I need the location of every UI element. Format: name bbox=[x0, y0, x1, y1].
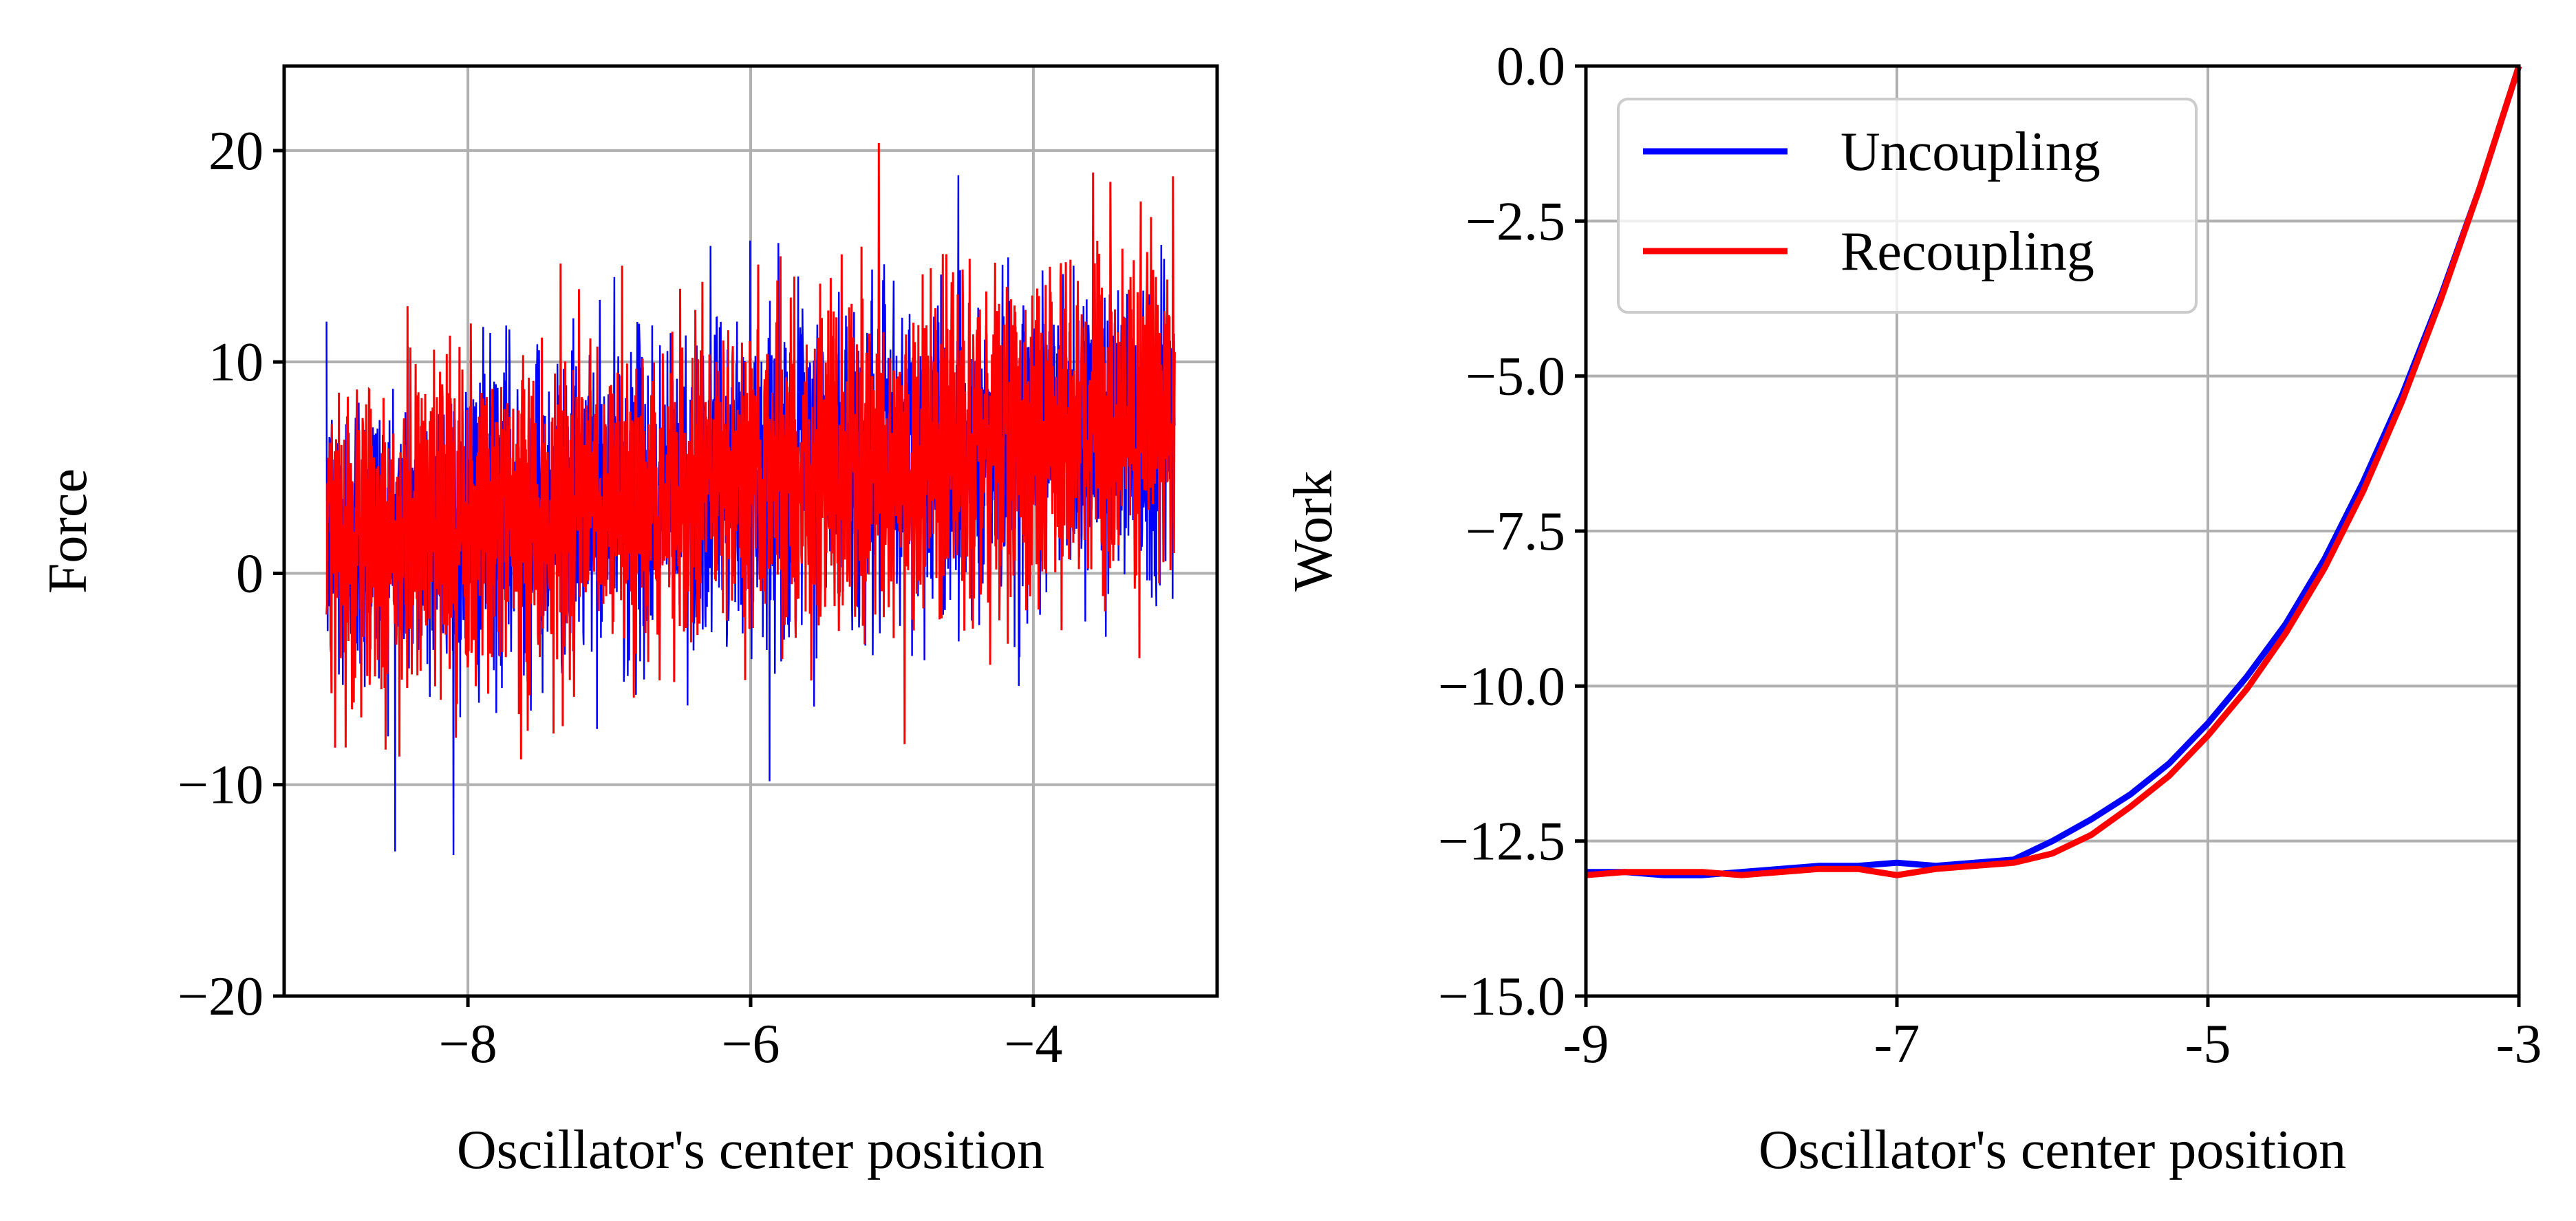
y-tick-label: −12.5 bbox=[1438, 812, 1565, 872]
y-tick-label: −20 bbox=[178, 966, 264, 1027]
x-tick-label: −4 bbox=[1004, 1014, 1062, 1074]
work-y-axis-label: Work bbox=[1283, 471, 1344, 592]
force-ticks: −8 −6 −4 −20 −10 0 10 20 bbox=[178, 121, 1063, 1074]
y-tick-label: 10 bbox=[208, 332, 264, 393]
work-series-group bbox=[1585, 65, 2522, 878]
work-series-recoupling bbox=[1585, 65, 2522, 878]
force-x-axis-label: Oscillator's center position bbox=[457, 1120, 1044, 1180]
y-tick-label: 0 bbox=[236, 543, 264, 604]
x-tick-label: -3 bbox=[2496, 1014, 2542, 1074]
force-series-recoupling bbox=[325, 142, 1176, 760]
y-tick-label: −7.5 bbox=[1466, 501, 1565, 562]
y-tick-label: 0.0 bbox=[1496, 36, 1565, 97]
y-tick-label: −15.0 bbox=[1438, 966, 1565, 1027]
legend-label-recoupling: Recoupling bbox=[1840, 221, 2094, 282]
x-tick-label: -9 bbox=[1563, 1014, 1609, 1074]
legend-label-uncoupling: Uncoupling bbox=[1840, 122, 2101, 182]
y-tick-label: −10.0 bbox=[1438, 656, 1565, 717]
work-x-axis-label: Oscillator's center position bbox=[1759, 1120, 2346, 1180]
y-tick-label: −10 bbox=[178, 755, 264, 816]
x-tick-label: −6 bbox=[721, 1014, 780, 1074]
x-tick-label: −8 bbox=[439, 1014, 497, 1074]
force-chart: −8 −6 −4 −20 −10 0 10 20 Oscillator's center po… bbox=[38, 64, 1219, 1180]
y-tick-label: 20 bbox=[208, 121, 264, 182]
work-legend: Uncoupling Recoupling bbox=[1617, 98, 2198, 314]
force-y-axis-label: Force bbox=[38, 468, 98, 594]
x-tick-label: -5 bbox=[2185, 1014, 2231, 1074]
y-tick-label: −5.0 bbox=[1466, 347, 1565, 407]
force-series-group bbox=[325, 142, 1176, 856]
y-tick-label: −2.5 bbox=[1466, 191, 1565, 252]
work-chart: -9 -7 -5 -3 −15.0 −12.5 −10.0 −7.5 −5.0 −2.5 0.0 O… bbox=[1283, 36, 2542, 1180]
work-ticks: -9 -7 -5 -3 −15.0 −12.5 −10.0 −7.5 −5.0 −2.5 0.0 bbox=[1438, 36, 2542, 1074]
x-tick-label: -7 bbox=[1874, 1014, 1920, 1074]
